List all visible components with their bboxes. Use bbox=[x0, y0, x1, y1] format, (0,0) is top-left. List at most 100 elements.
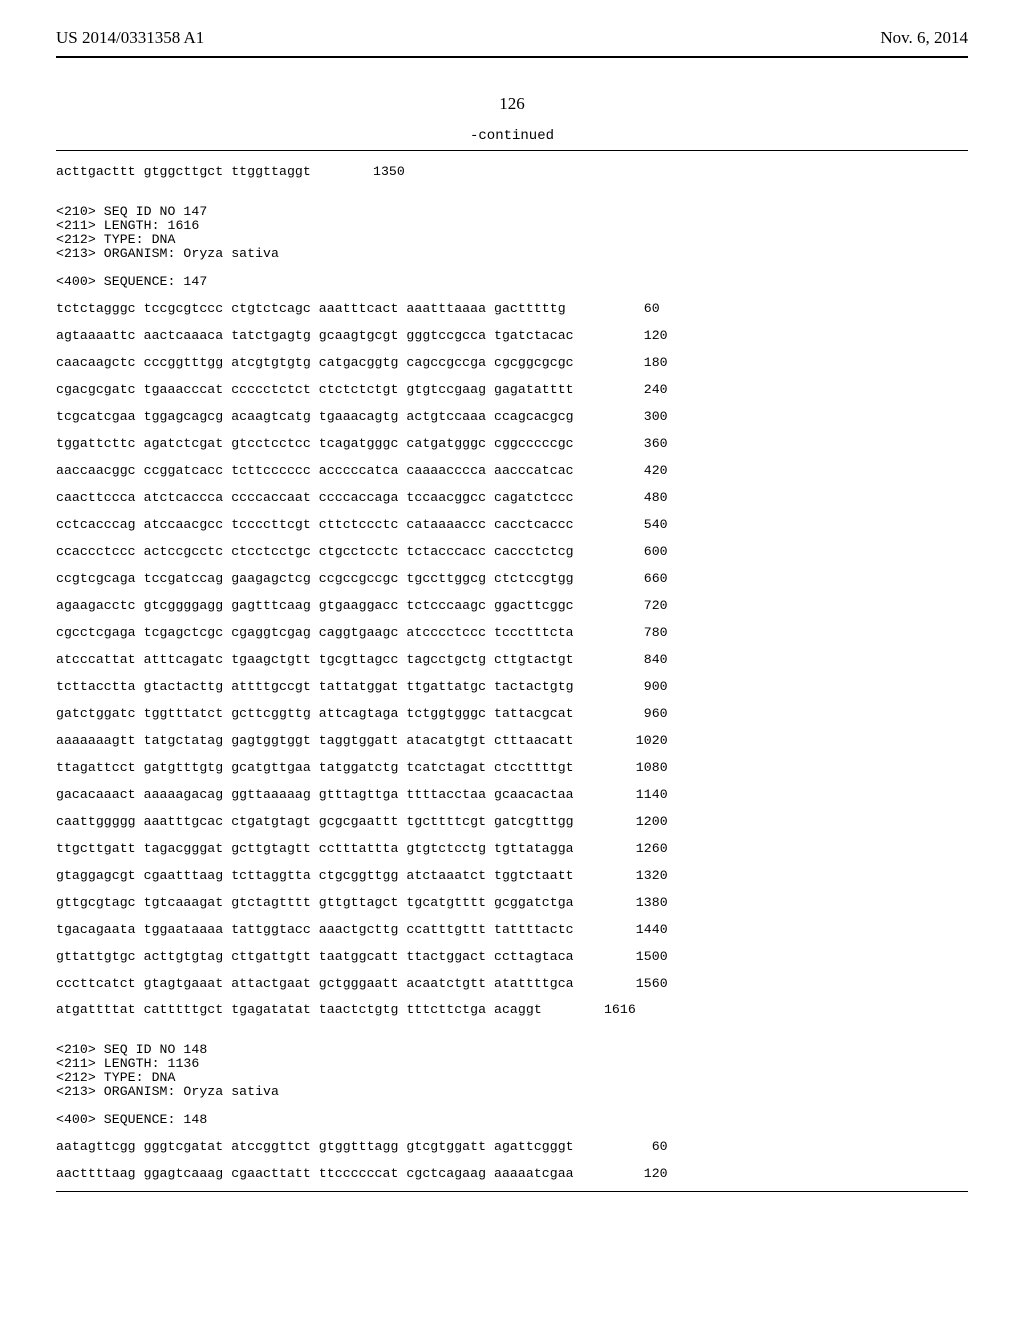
sequence-position: 420 bbox=[574, 464, 668, 478]
sequence-line: cctcacccag atccaacgcc tccccttcgt cttctcc… bbox=[56, 518, 968, 532]
sequence-text: cgcctcgaga tcgagctcgc cgaggtcgag caggtga… bbox=[56, 626, 574, 640]
sequence-line: aaaaaaagtt tatgctatag gagtggtggt taggtgg… bbox=[56, 734, 968, 748]
sequence-position: 1140 bbox=[574, 788, 668, 802]
sequence-line: atgattttat catttttgct tgagatatat taactct… bbox=[56, 1003, 968, 1017]
sequence-block: acttgacttt gtggcttgct ttggttaggt1350 <210… bbox=[56, 165, 968, 1181]
blank-line bbox=[56, 721, 968, 734]
top-bar: US 2014/0331358 A1 Nov. 6, 2014 bbox=[56, 28, 968, 48]
sequence-line: cccttcatct gtagtgaaat attactgaat gctggga… bbox=[56, 977, 968, 991]
sequence-line: tcttacctta gtactacttg attttgccgt tattatg… bbox=[56, 680, 968, 694]
sequence-text: ccaccctccc actccgcctc ctcctcctgc ctgcctc… bbox=[56, 545, 574, 559]
blank-line bbox=[56, 883, 968, 896]
sequence-text: caacaagctc cccggtttgg atcgtgtgtg catgacg… bbox=[56, 356, 574, 370]
continued-label: -continued bbox=[56, 128, 968, 144]
sequence-line: gtaggagcgt cgaatttaag tcttaggtta ctgcggt… bbox=[56, 869, 968, 883]
sequence-text: ttagattcct gatgtttgtg gcatgttgaa tatggat… bbox=[56, 761, 574, 775]
sequence-line: gatctggatc tggtttatct gcttcggttg attcagt… bbox=[56, 707, 968, 721]
sequence-text: aaccaacggc ccggatcacc tcttcccccc accccca… bbox=[56, 464, 574, 478]
blank-line bbox=[56, 424, 968, 437]
blank-line bbox=[56, 613, 968, 626]
blank-line bbox=[56, 640, 968, 653]
sequence-line: cgacgcgatc tgaaacccat ccccctctct ctctctc… bbox=[56, 383, 968, 397]
sequence-text: gacacaaact aaaaagacag ggttaaaaag gtttagt… bbox=[56, 788, 574, 802]
sequence-text: ttgcttgatt tagacgggat gcttgtagtt cctttat… bbox=[56, 842, 574, 856]
blank-line bbox=[56, 667, 968, 680]
sequence-text: acttgacttt gtggcttgct ttggttaggt bbox=[56, 165, 311, 179]
sequence-line: ttagattcct gatgtttgtg gcatgttgaa tatggat… bbox=[56, 761, 968, 775]
sequence-line: tctctagggc tccgcgtccc ctgtctcagc aaatttc… bbox=[56, 302, 968, 316]
publication-date: Nov. 6, 2014 bbox=[880, 28, 968, 48]
blank-line bbox=[56, 289, 968, 302]
sequence-text: gtaggagcgt cgaatttaag tcttaggtta ctgcggt… bbox=[56, 869, 574, 883]
sequence-line: acttgacttt gtggcttgct ttggttaggt1350 bbox=[56, 165, 968, 179]
sequence-position: 1380 bbox=[574, 896, 668, 910]
thin-rule-top bbox=[56, 150, 968, 151]
sequence-text: gatctggatc tggtttatct gcttcggttg attcagt… bbox=[56, 707, 574, 721]
sequence-header-line: <212> TYPE: DNA bbox=[56, 233, 968, 247]
blank-line bbox=[56, 179, 968, 192]
sequence-text: agtaaaattc aactcaaaca tatctgagtg gcaagtg… bbox=[56, 329, 574, 343]
sequence-line: aatagttcgg gggtcgatat atccggttct gtggttt… bbox=[56, 1140, 968, 1154]
sequence-position: 1320 bbox=[574, 869, 668, 883]
sequence-position: 1080 bbox=[574, 761, 668, 775]
sequence-text: atgattttat catttttgct tgagatatat taactct… bbox=[56, 1003, 542, 1017]
blank-line bbox=[56, 694, 968, 707]
sequence-header-line: <210> SEQ ID NO 147 bbox=[56, 205, 968, 219]
sequence-position: 300 bbox=[574, 410, 668, 424]
sequence-line: gacacaaact aaaaagacag ggttaaaaag gtttagt… bbox=[56, 788, 968, 802]
blank-line bbox=[56, 559, 968, 572]
blank-line bbox=[56, 964, 968, 977]
page-number: 126 bbox=[56, 94, 968, 114]
sequence-header-line: <212> TYPE: DNA bbox=[56, 1071, 968, 1085]
blank-line bbox=[56, 532, 968, 545]
sequence-line: aaccaacggc ccggatcacc tcttcccccc accccca… bbox=[56, 464, 968, 478]
sequence-header-line: <213> ORGANISM: Oryza sativa bbox=[56, 247, 968, 261]
sequence-position: 180 bbox=[574, 356, 668, 370]
sequence-position: 600 bbox=[574, 545, 668, 559]
blank-line bbox=[56, 775, 968, 788]
sequence-text: cccttcatct gtagtgaaat attactgaat gctggga… bbox=[56, 977, 574, 991]
blank-line bbox=[56, 451, 968, 464]
blank-line bbox=[56, 505, 968, 518]
sequence-position: 1500 bbox=[574, 950, 668, 964]
blank-line bbox=[56, 478, 968, 491]
sequence-text: caattggggg aaatttgcac ctgatgtagt gcgcgaa… bbox=[56, 815, 574, 829]
blank-line bbox=[56, 316, 968, 329]
sequence-line: caattggggg aaatttgcac ctgatgtagt gcgcgaa… bbox=[56, 815, 968, 829]
sequence-position: 120 bbox=[574, 329, 668, 343]
sequence-header-line: <400> SEQUENCE: 147 bbox=[56, 275, 968, 289]
sequence-text: gttattgtgc acttgtgtag cttgattgtt taatggc… bbox=[56, 950, 574, 964]
blank-line bbox=[56, 343, 968, 356]
sequence-text: gttgcgtagc tgtcaaagat gtctagtttt gttgtta… bbox=[56, 896, 574, 910]
sequence-position: 120 bbox=[574, 1167, 668, 1181]
sequence-line: caacaagctc cccggtttgg atcgtgtgtg catgacg… bbox=[56, 356, 968, 370]
sequence-text: aacttttaag ggagtcaaag cgaacttatt ttccccc… bbox=[56, 1167, 574, 1181]
sequence-position: 1616 bbox=[542, 1003, 636, 1017]
sequence-position: 1560 bbox=[574, 977, 668, 991]
sequence-text: caacttccca atctcaccca ccccaccaat ccccacc… bbox=[56, 491, 574, 505]
sequence-line: gttattgtgc acttgtgtag cttgattgtt taatggc… bbox=[56, 950, 968, 964]
sequence-line: caacttccca atctcaccca ccccaccaat ccccacc… bbox=[56, 491, 968, 505]
sequence-text: tctctagggc tccgcgtccc ctgtctcagc aaatttc… bbox=[56, 302, 566, 316]
sequence-position: 360 bbox=[574, 437, 668, 451]
sequence-header-line: <211> LENGTH: 1616 bbox=[56, 219, 968, 233]
sequence-line: ccaccctccc actccgcctc ctcctcctgc ctgcctc… bbox=[56, 545, 968, 559]
sequence-position: 1350 bbox=[311, 165, 405, 179]
sequence-position: 660 bbox=[574, 572, 668, 586]
sequence-header-line: <210> SEQ ID NO 148 bbox=[56, 1043, 968, 1057]
sequence-position: 900 bbox=[574, 680, 668, 694]
sequence-header-line: <213> ORGANISM: Oryza sativa bbox=[56, 1085, 968, 1099]
top-rule bbox=[56, 56, 968, 58]
sequence-position: 840 bbox=[574, 653, 668, 667]
sequence-line: agtaaaattc aactcaaaca tatctgagtg gcaagtg… bbox=[56, 329, 968, 343]
blank-line bbox=[56, 937, 968, 950]
sequence-position: 60 bbox=[566, 302, 660, 316]
sequence-text: cctcacccag atccaacgcc tccccttcgt cttctcc… bbox=[56, 518, 574, 532]
sequence-header-line bbox=[56, 261, 968, 275]
sequence-text: ccgtcgcaga tccgatccag gaagagctcg ccgccgc… bbox=[56, 572, 574, 586]
page: US 2014/0331358 A1 Nov. 6, 2014 126 -con… bbox=[0, 0, 1024, 1320]
sequence-position: 60 bbox=[574, 1140, 668, 1154]
blank-line bbox=[56, 397, 968, 410]
blank-line bbox=[56, 1017, 968, 1030]
blank-line bbox=[56, 748, 968, 761]
